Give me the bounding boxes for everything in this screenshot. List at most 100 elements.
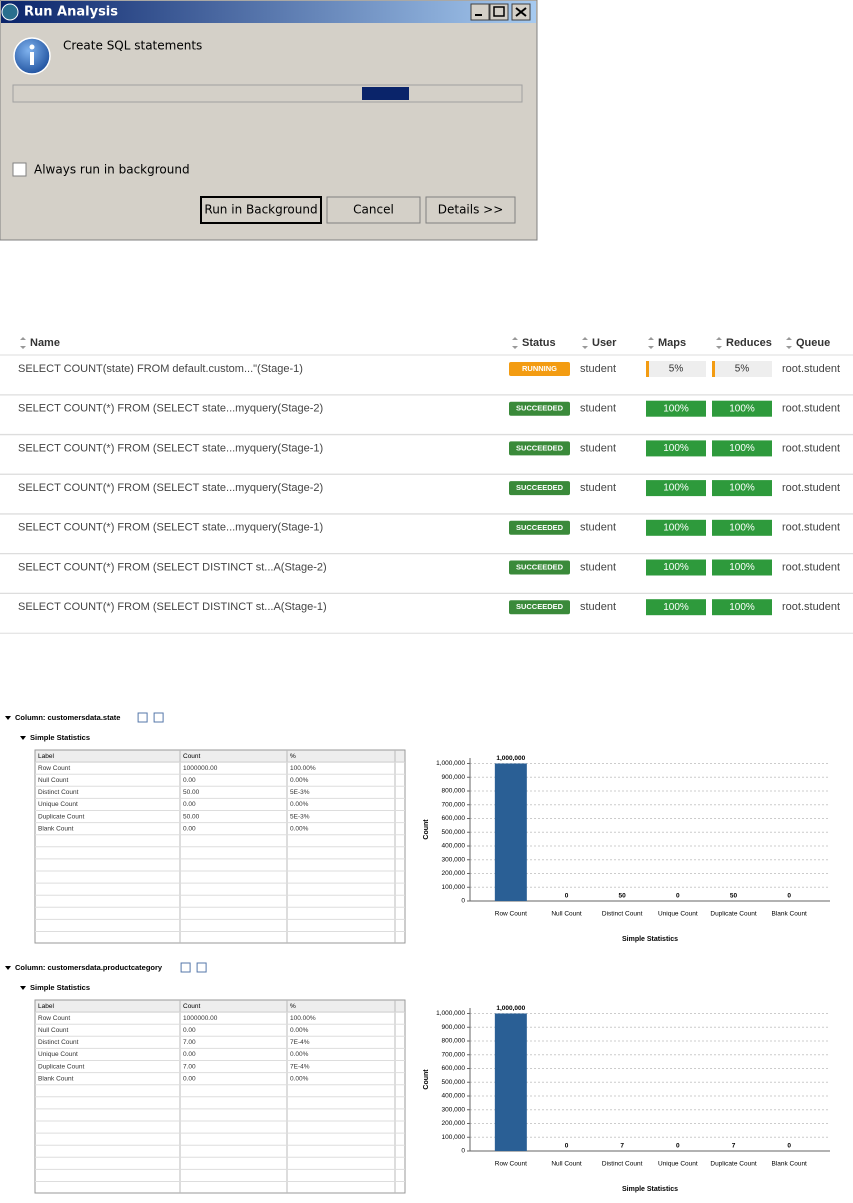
table-cell: 7E-4% [290, 1063, 310, 1070]
expand-arrow [5, 716, 11, 720]
plot-area [470, 758, 830, 901]
table-cell: 0.00 [183, 777, 196, 784]
column-header[interactable]: Queue [796, 337, 830, 349]
status-badge [509, 600, 570, 615]
column-header[interactable]: Status [522, 337, 556, 349]
button-label[interactable]: Details >> [438, 203, 504, 217]
status-text: SUCCEEDED [516, 523, 564, 532]
window-controls[interactable] [470, 3, 531, 21]
button-label[interactable]: Cancel [353, 203, 394, 217]
x-tick-label: Blank Count [771, 911, 807, 918]
maps-bar [646, 519, 706, 536]
column-header[interactable]: Maps [658, 337, 686, 349]
reduces-bar [712, 400, 772, 417]
queue: root.student [782, 482, 840, 494]
collapse-icon[interactable] [137, 712, 148, 723]
table-cell: 7.00 [183, 1063, 196, 1070]
x-tick-label: Distinct Count [602, 1161, 643, 1168]
y-tick-label: 400,000 [442, 843, 466, 850]
table-header-cell: Label [38, 753, 54, 760]
button-label[interactable]: Run in Background [204, 203, 317, 217]
x-tick-label: Row Count [495, 1161, 527, 1168]
x-tick-label: Null Count [551, 1161, 582, 1168]
table-cell: 5E-3% [290, 813, 310, 820]
sort-icon [786, 337, 792, 349]
status-badge [509, 441, 570, 456]
checkbox-label[interactable]: Always run in background [34, 163, 190, 177]
column-header[interactable]: Name [30, 337, 60, 349]
table-cell: 0.00% [290, 1075, 309, 1082]
value-label: 0 [787, 1143, 791, 1150]
maps-text: 100% [663, 562, 689, 573]
queue: root.student [782, 403, 840, 415]
maps-bar [646, 559, 706, 576]
value-label: 7 [732, 1143, 736, 1150]
bar [494, 1013, 527, 1151]
table-cell: Blank Count [38, 1075, 74, 1082]
column-title[interactable]: Column: customersdata.productcategory [15, 963, 163, 972]
queue: root.student [782, 363, 840, 375]
user: student [580, 561, 616, 573]
table-cell: 0.00% [290, 825, 309, 832]
job-name[interactable]: SELECT COUNT(*) FROM (SELECT DISTINCT st… [18, 601, 327, 613]
table-header-cell: % [290, 1003, 296, 1010]
y-tick-label: 400,000 [442, 1093, 466, 1100]
table-cell: 100.00% [290, 765, 316, 772]
y-tick-label: 900,000 [442, 1024, 466, 1031]
y-tick-label: 200,000 [442, 1120, 466, 1127]
column-header[interactable]: User [592, 337, 617, 349]
reduces-bar [712, 519, 772, 536]
job-name[interactable]: SELECT COUNT(state) FROM default.custom.… [18, 363, 303, 375]
reduces-bar [712, 361, 772, 377]
column-title[interactable]: Column: customersdata.state [15, 713, 120, 722]
table-header-cell: % [290, 753, 296, 760]
job-name[interactable]: SELECT COUNT(*) FROM (SELECT state...myq… [18, 522, 323, 534]
table-header [34, 999, 406, 1013]
status-badge [509, 362, 570, 376]
expand-icon[interactable] [196, 962, 207, 973]
maps-text: 100% [663, 403, 689, 414]
value-label: 0 [787, 893, 791, 900]
checkbox[interactable] [12, 162, 27, 177]
table-cell: Row Count [38, 1015, 70, 1022]
job-name[interactable]: SELECT COUNT(*) FROM (SELECT state...myq… [18, 403, 323, 415]
plot-area [470, 1008, 830, 1151]
dialog-title: Run Analysis [24, 5, 118, 20]
y-tick-label: 1,000,000 [436, 760, 465, 767]
reduces-text: 100% [729, 483, 755, 494]
expand-arrow [5, 966, 11, 970]
profiles: Column: customersdata.state Simple Statis… [5, 712, 830, 1194]
button[interactable] [425, 196, 516, 224]
button-row: Run in Background Cancel Details >> [200, 196, 516, 224]
status-text: SUCCEEDED [516, 483, 564, 492]
table-cell: Distinct Count [38, 789, 79, 796]
job-name[interactable]: SELECT COUNT(*) FROM (SELECT state...myq… [18, 442, 323, 454]
table-cell: Unique Count [38, 801, 78, 808]
y-tick-label: 600,000 [442, 815, 466, 822]
bar-chart: 0 100,000 200,000 300,000 400,000 500,000 600,… [423, 755, 830, 943]
job-name[interactable]: SELECT COUNT(*) FROM (SELECT DISTINCT st… [18, 561, 327, 573]
status-badge [509, 481, 570, 496]
expand-icon[interactable] [153, 712, 164, 723]
expand-arrow [20, 736, 26, 740]
table-cell: Null Count [38, 777, 69, 784]
button[interactable] [326, 196, 421, 224]
table-cell: Duplicate Count [38, 1063, 84, 1070]
user: student [580, 442, 616, 454]
button[interactable] [200, 196, 322, 224]
x-axis-label: Simple Statistics [622, 1186, 678, 1193]
dialog: Run Analysis Create SQL statements Alway… [0, 0, 538, 241]
y-tick-label: 900,000 [442, 774, 466, 781]
value-label: 1,000,000 [496, 1005, 525, 1012]
y-tick-label: 0 [461, 898, 465, 905]
minimize-button[interactable] [470, 3, 490, 21]
sort-icon [20, 337, 26, 349]
column-header[interactable]: Reduces [726, 337, 772, 349]
job-name[interactable]: SELECT COUNT(*) FROM (SELECT state...myq… [18, 482, 323, 494]
table-cell: 100.00% [290, 1015, 316, 1022]
table-header-cell: Count [183, 1003, 201, 1010]
y-axis-label: Count [423, 819, 430, 840]
collapse-icon[interactable] [180, 962, 191, 973]
section-title: Simple Statistics [30, 983, 90, 992]
